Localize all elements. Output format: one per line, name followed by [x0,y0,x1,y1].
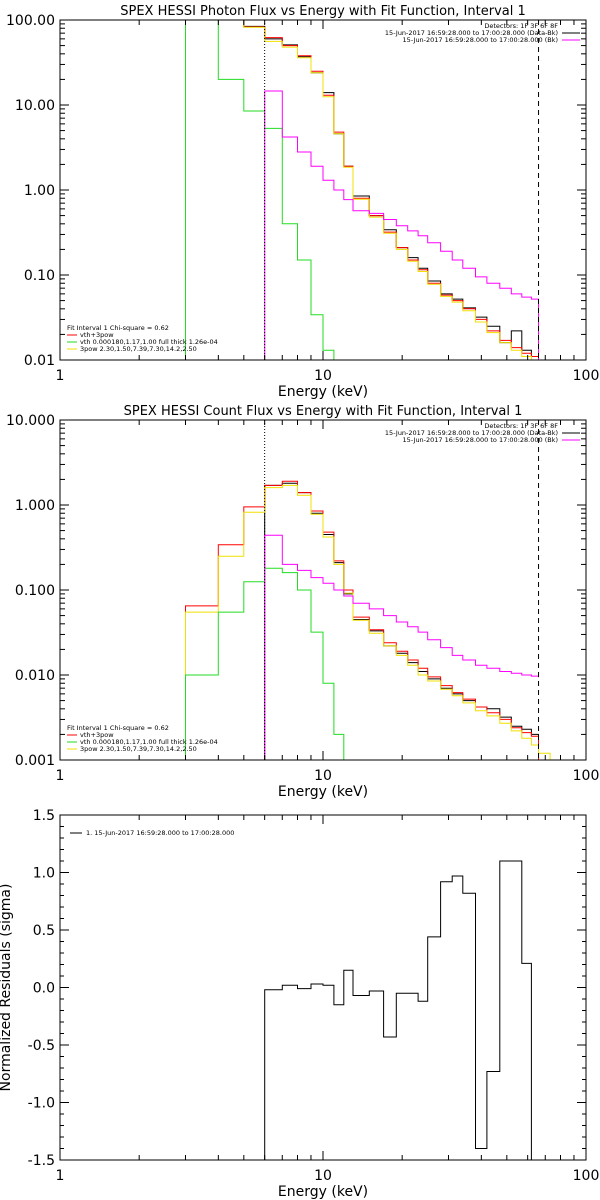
y-tick-label: -1.0 [28,1096,55,1112]
x-tick-label: 1 [56,1168,65,1184]
chart-2: 1 10 100 0.001 0.010 0.100 1.000 10.000 SPEX HES… [6,404,599,800]
chart-3: 1 10 100 -1.5 -1.0 -0.5 0.0 0.5 1.0 1.5 Energy (ke… [0,808,599,1200]
legend-label: 3pow 2.30,1.50,7.39,7.30,14.2,2.50 [80,745,197,753]
plot-frame [59,419,587,761]
plot-frame [59,814,587,1161]
y-tick-label: 0.0 [33,981,55,997]
x-tick-label: 1 [56,768,65,784]
x-axis-label: Energy (keV) [278,1184,368,1200]
series-1-line [264,860,539,1160]
series-1-line [264,482,539,760]
header-text: 15-Jun-2017 16:59:28.000 to 17:00:28.000… [403,36,558,44]
y-tick-label: 1.00 [24,183,55,199]
series-3-line [185,484,561,760]
x-tick-label: 100 [573,1168,600,1184]
y-tick-label: 0.01 [24,353,55,369]
header-text: Detectors: 1F 3F 6F 8F [484,22,558,30]
x-tick-label: 10 [314,1168,332,1184]
series-5-line [264,90,539,360]
y-tick-label: 10.00 [15,98,55,114]
x-tick-label: 100 [573,768,600,784]
y-axis-label: Normalized Residuals (sigma) [0,884,14,1092]
y-tick-label: 0.001 [15,753,55,769]
header-text: 15-Jun-2017 16:59:28.000 to 17:00:28.000… [385,429,558,437]
chart-1: 1 10 100 0.01 0.10 1.00 10.00 100.00 SPEX HESSI … [6,4,599,400]
x-tick-label: 1 [56,368,65,384]
x-axis-label: Energy (keV) [278,784,368,800]
y-tick-label: 1.0 [33,866,55,882]
series-5-line [264,534,539,760]
y-tick-label: 10.000 [6,413,55,429]
y-tick-label: 0.10 [24,268,55,284]
legend-label: 1. 15-Jun-2017 16:59:28.000 to 17:00:28.… [86,829,234,837]
y-tick-label: -0.5 [28,1038,55,1054]
series-3-line [185,20,539,360]
legend-label: vth 0.000180,1.17,1.00 full thick 1.26e-… [80,738,218,746]
legend-label: vth+3pow [80,731,114,739]
y-tick-label: 1.000 [15,498,55,514]
x-tick-label: 10 [314,768,332,784]
series-2-line [185,20,539,360]
chart-title: SPEX HESSI Photon Flux vs Energy with Fi… [120,4,526,19]
legend-label: Fit Interval 1 Chi-square = 0.62 [67,724,169,732]
y-tick-label: 0.100 [15,583,55,599]
x-axis-label: Energy (keV) [278,384,368,400]
y-tick-label: 0.5 [33,923,55,939]
header-text: 15-Jun-2017 16:59:28.000 to 17:00:28.000… [385,29,558,37]
header-text: Detectors: 1F 3F 6F 8F [484,422,558,430]
header-text: 15-Jun-2017 16:59:28.000 to 17:00:28.000… [403,436,558,444]
y-tick-label: 0.010 [15,668,55,684]
x-tick-label: 10 [314,368,332,384]
y-tick-label: 1.5 [33,808,55,824]
legend-label: 3pow 2.30,1.50,7.39,7.30,14.2,2.50 [80,345,197,353]
legend-label: vth 0.000180,1.17,1.00 full thick 1.26e-… [80,338,218,346]
legend-label: Fit Interval 1 Chi-square = 0.62 [67,324,169,332]
chart-title: SPEX HESSI Count Flux vs Energy with Fit… [124,404,523,419]
series-1-line [185,20,539,360]
series-4-line [185,20,344,360]
y-tick-label: -1.5 [28,1153,55,1169]
x-tick-label: 100 [573,368,600,384]
y-tick-label: 100.00 [6,13,55,29]
legend-label: vth+3pow [80,331,114,339]
series-4-line [185,567,345,760]
